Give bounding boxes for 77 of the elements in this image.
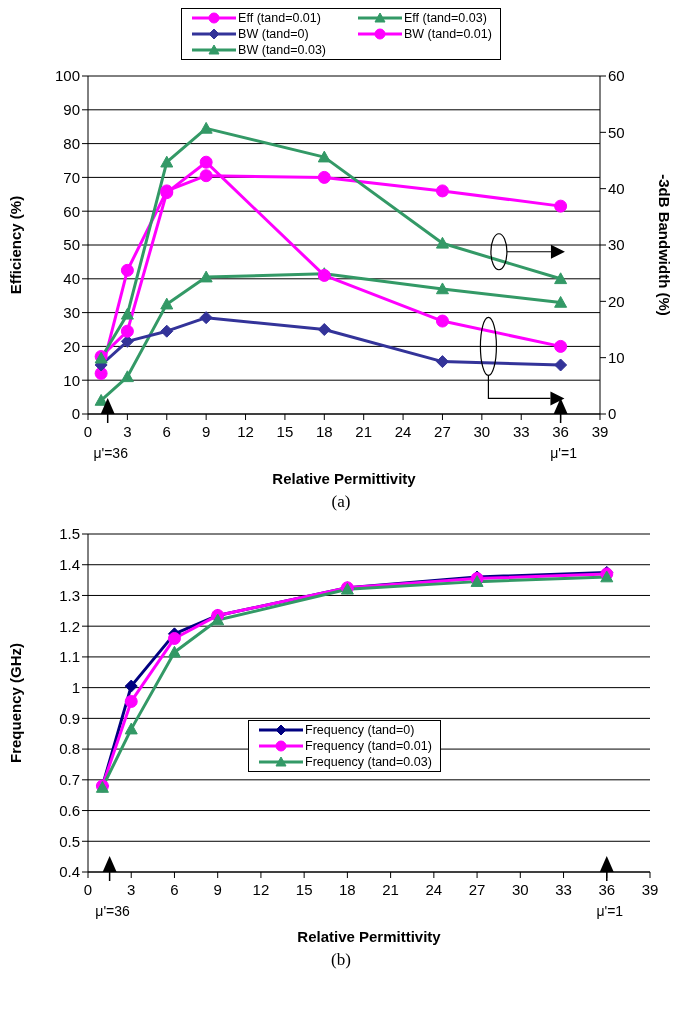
x-tick-label: 27	[468, 880, 486, 898]
x-axis-title: Relative Permittivity	[297, 928, 442, 945]
x-tick-label: 21	[355, 422, 373, 440]
y2-tick-label: 0	[608, 405, 617, 423]
x-axis-title: Relative Permittivity	[272, 470, 417, 487]
x-tick-label: 27	[434, 422, 451, 440]
y-axis-title: Efficiency (%)	[7, 195, 25, 295]
y2-tick-label: 60	[608, 67, 625, 85]
x-tick-label: 15	[276, 422, 294, 440]
y2-tick-label: 10	[608, 348, 625, 366]
text: μ'=1	[596, 903, 624, 919]
x-tick-label: 6	[162, 422, 171, 440]
y-tick-label: 0.4	[59, 863, 80, 881]
text: (b)	[330, 950, 352, 970]
y-tick-label: 90	[63, 101, 80, 119]
legend-label: Frequency (tand=0)	[305, 723, 415, 737]
x-tick-label: 12	[252, 880, 270, 898]
x-tick-label: 33	[555, 880, 572, 898]
x-tick-label: 21	[382, 880, 399, 898]
y-tick-label: 0.7	[59, 771, 80, 789]
legend-label: BW (tand=0.03)	[238, 43, 326, 57]
x-tick-label: 33	[512, 422, 530, 440]
y-tick-label: 0.8	[59, 740, 80, 758]
y-tick-label: 10	[63, 371, 80, 389]
text: (a)	[330, 492, 352, 512]
x-tick-label: 39	[591, 422, 609, 440]
y-tick-label: 1	[71, 678, 80, 696]
legend-label: Eff (tand=0.03)	[404, 11, 487, 25]
x-tick-label: 3	[127, 880, 136, 898]
text: μ'=36	[95, 903, 131, 919]
x-tick-label: 0	[83, 422, 93, 440]
legend-label: Frequency (tand=0.03)	[305, 755, 432, 769]
y-tick-label: 40	[63, 270, 80, 288]
y2-tick-label: 50	[608, 123, 625, 141]
legend-label: BW (tand=0.01)	[404, 27, 492, 41]
y-tick-label: 1.4	[59, 556, 80, 574]
y-tick-label: 50	[63, 236, 80, 254]
x-tick-label: 30	[473, 422, 491, 440]
y-tick-label: 0.6	[59, 801, 80, 819]
x-tick-label: 24	[425, 880, 443, 898]
x-tick-label: 9	[201, 422, 211, 440]
x-tick-label: 18	[339, 880, 356, 898]
legend-label: BW (tand=0)	[238, 27, 309, 41]
y-axis-title: Frequency (GHz)	[7, 642, 25, 764]
x-tick-label: 30	[511, 880, 529, 898]
y-tick-label: 70	[63, 168, 80, 186]
y-tick-label: 80	[63, 134, 80, 152]
y-tick-label: 60	[63, 202, 80, 220]
y-tick-label: 1.5	[59, 525, 80, 543]
y-tick-label: 20	[63, 337, 80, 355]
y-tick-label: 1.2	[59, 617, 80, 635]
x-tick-label: 24	[394, 422, 412, 440]
x-tick-label: 9	[213, 880, 222, 898]
text: μ'=36	[93, 445, 129, 461]
x-tick-label: 3	[123, 422, 132, 440]
x-tick-label: 0	[83, 880, 93, 898]
x-tick-label: 18	[315, 422, 333, 440]
y2-axis-title: -3dB Bandwidth (%)	[655, 174, 673, 316]
text: μ'=1	[550, 445, 578, 461]
y2-tick-label: 40	[608, 179, 625, 197]
y-tick-label: 30	[63, 303, 80, 321]
x-tick-label: 39	[641, 880, 659, 898]
legend-label: Eff (tand=0.01)	[238, 11, 321, 25]
y-tick-label: 100	[54, 67, 80, 85]
x-tick-label: 6	[170, 880, 179, 898]
x-tick-label: 36	[598, 880, 616, 898]
y-tick-label: 0.5	[59, 832, 80, 850]
y-tick-label: 0	[71, 405, 80, 423]
y-tick-label: 1.3	[59, 586, 80, 604]
y-tick-label: 0.9	[59, 709, 80, 727]
x-tick-label: 36	[552, 422, 569, 440]
x-tick-label: 12	[237, 422, 254, 440]
y2-tick-label: 30	[608, 236, 625, 254]
legend-label: Frequency (tand=0.01)	[305, 739, 432, 753]
y2-tick-label: 20	[608, 292, 625, 310]
y-tick-label: 1.1	[59, 648, 80, 666]
x-tick-label: 15	[295, 880, 313, 898]
